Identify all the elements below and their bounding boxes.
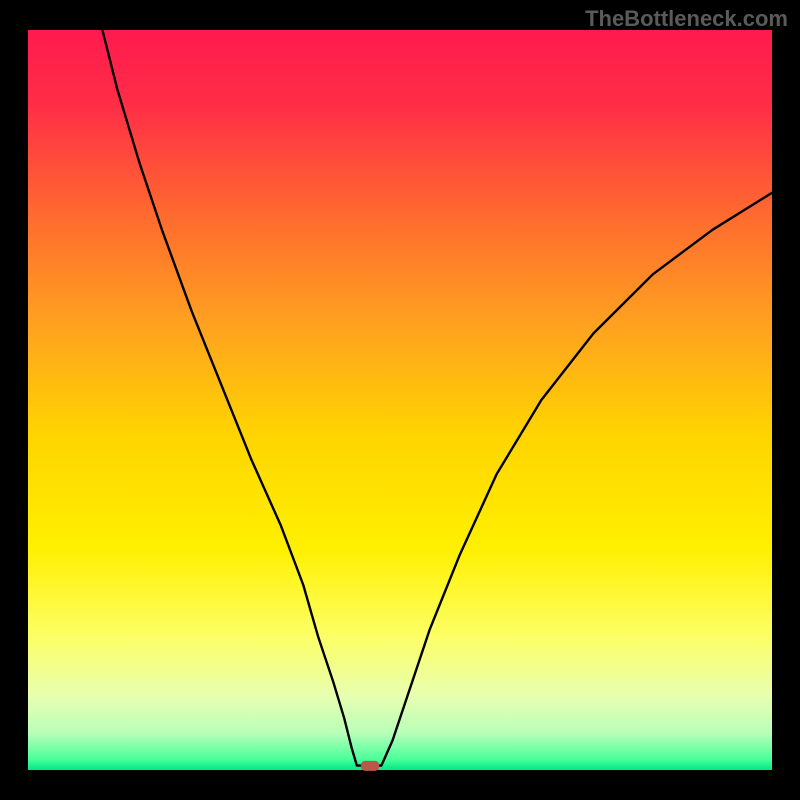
bottleneck-curve (102, 30, 772, 766)
optimum-marker (361, 760, 379, 770)
watermark-text: TheBottleneck.com (585, 6, 788, 32)
curve-svg (28, 30, 772, 770)
plot-area (28, 30, 772, 770)
